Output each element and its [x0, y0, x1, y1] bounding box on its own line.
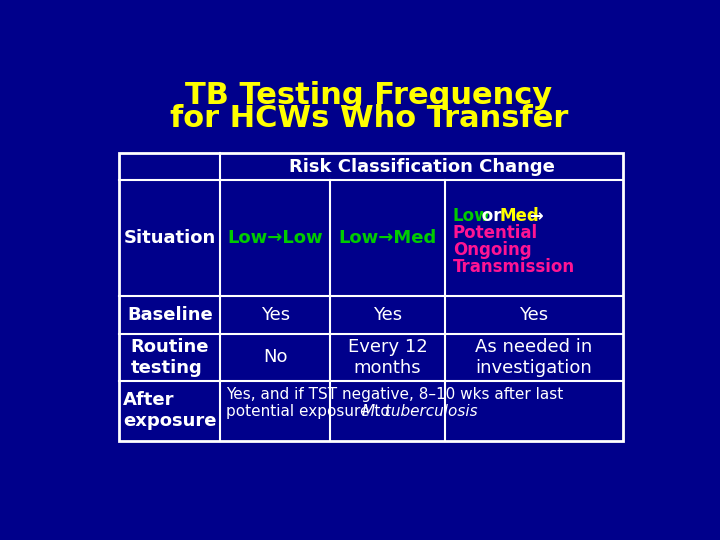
Text: No: No — [263, 348, 287, 367]
Text: Low→Low: Low→Low — [228, 229, 323, 247]
Text: M. tuberculosis: M. tuberculosis — [362, 404, 477, 420]
Text: Low→Med: Low→Med — [338, 229, 437, 247]
Text: potential exposure to: potential exposure to — [226, 404, 395, 420]
Text: Med: Med — [499, 207, 539, 226]
Text: TB Testing Frequency: TB Testing Frequency — [186, 81, 552, 110]
Bar — [120, 153, 624, 441]
Text: Baseline: Baseline — [127, 306, 212, 324]
Text: Yes: Yes — [520, 306, 549, 324]
Text: Every 12
months: Every 12 months — [348, 338, 428, 377]
Text: Potential: Potential — [453, 225, 538, 242]
Text: Yes: Yes — [373, 306, 402, 324]
Text: for HCWs Who Transfer: for HCWs Who Transfer — [170, 104, 568, 133]
Text: Risk Classification Change: Risk Classification Change — [289, 158, 554, 176]
Text: Yes, and if TST negative, 8–10 wks after last: Yes, and if TST negative, 8–10 wks after… — [226, 387, 564, 402]
Text: Situation: Situation — [124, 229, 216, 247]
Text: or: or — [476, 207, 507, 226]
Text: As needed in
investigation: As needed in investigation — [475, 338, 593, 377]
Text: After
exposure: After exposure — [123, 391, 217, 430]
Text: Low: Low — [453, 207, 490, 226]
Text: Yes: Yes — [261, 306, 289, 324]
Text: Ongoing: Ongoing — [453, 241, 531, 259]
Text: Transmission: Transmission — [453, 258, 575, 276]
Text: Routine
testing: Routine testing — [130, 338, 209, 377]
Text: →: → — [524, 207, 544, 226]
